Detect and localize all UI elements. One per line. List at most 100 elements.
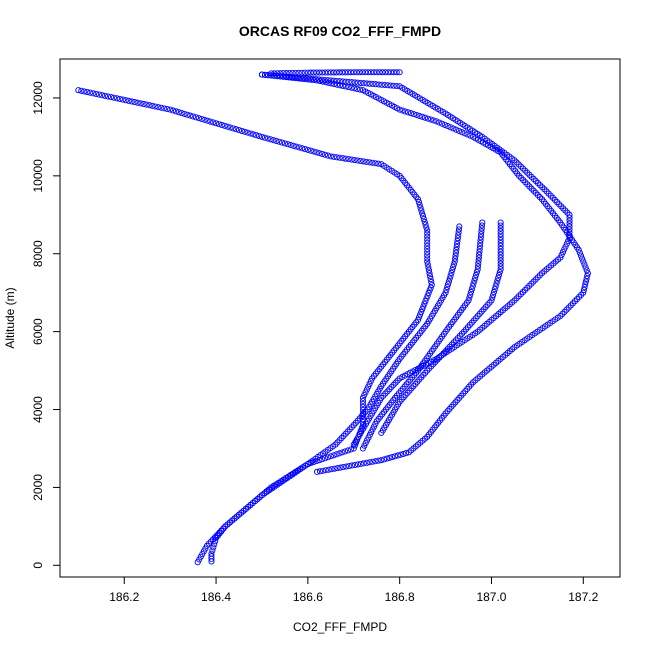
data-point [84, 88, 91, 96]
data-point [342, 448, 349, 455]
data-point [339, 78, 346, 85]
data-point [454, 235, 461, 242]
y-axis: 0 2000 4000 6000 8000 10000 12000 [31, 81, 60, 569]
data-point [331, 465, 338, 472]
data-point [387, 82, 394, 89]
data-point [497, 242, 504, 249]
data-point [277, 70, 284, 77]
data-point [390, 82, 397, 89]
data-point [319, 150, 326, 157]
data-point [349, 462, 356, 469]
data-point [427, 275, 434, 283]
data-point [497, 219, 504, 226]
data-point [316, 77, 323, 85]
data-point [369, 458, 376, 465]
data-point [286, 74, 293, 81]
data-point [495, 271, 503, 279]
data-point [131, 99, 138, 106]
data-point [267, 136, 274, 143]
data-point [417, 311, 424, 318]
data-point [319, 467, 326, 474]
data-point [289, 69, 296, 77]
data-point [559, 249, 567, 256]
data-point [418, 207, 425, 214]
data-point [471, 277, 478, 284]
data-point [422, 298, 429, 305]
data-point [366, 80, 373, 87]
data-point [495, 274, 502, 281]
data-point [453, 126, 460, 133]
data-point [375, 457, 382, 464]
data-point [489, 294, 496, 301]
data-point [212, 538, 219, 545]
data-point [280, 73, 287, 80]
data-point [208, 558, 215, 565]
data-point [424, 230, 431, 237]
data-point [350, 441, 357, 448]
data-point [287, 141, 294, 149]
data-point [378, 457, 385, 464]
data-point [453, 243, 460, 250]
data-point [424, 233, 431, 240]
data-point [369, 375, 376, 382]
data-point [446, 275, 453, 282]
data-point [256, 132, 263, 140]
data-point [209, 547, 216, 554]
data-point [584, 270, 591, 277]
data-point [276, 138, 283, 145]
data-point [479, 219, 486, 226]
data-point [455, 226, 463, 233]
data-point [464, 131, 471, 138]
data-point [310, 69, 317, 76]
data-point [566, 220, 573, 227]
data-point [290, 142, 297, 149]
data-point [354, 461, 361, 468]
data-point [363, 386, 370, 393]
data-point [453, 246, 460, 253]
data-point [427, 273, 434, 280]
data-point [324, 69, 332, 76]
data-point [357, 157, 364, 164]
data-point [357, 86, 364, 93]
data-point [328, 80, 335, 87]
data-point [342, 155, 349, 162]
data-point [277, 73, 284, 80]
data-point [476, 251, 483, 258]
data-point [90, 90, 97, 97]
data-point [293, 143, 300, 150]
data-point [140, 100, 147, 108]
y-axis-label: Altitude (m) [3, 287, 17, 348]
data-point [493, 280, 500, 287]
data-point [328, 466, 335, 473]
data-point [322, 467, 329, 474]
data-point [268, 70, 275, 77]
data-point [379, 69, 386, 76]
data-point [195, 115, 202, 122]
data-point [149, 102, 156, 109]
data-point [351, 156, 358, 164]
data-point [423, 224, 430, 231]
data-point [333, 69, 340, 76]
data-point [399, 107, 406, 114]
data-point [187, 112, 194, 119]
data-point [558, 251, 565, 258]
data-point [369, 80, 376, 88]
data-point [468, 286, 475, 293]
data-point [316, 150, 323, 157]
data-point [194, 559, 201, 566]
data-point [566, 214, 573, 221]
data-point [366, 159, 373, 166]
data-point [419, 213, 427, 220]
data-point [427, 116, 434, 123]
data-point [363, 459, 370, 466]
data-point [213, 535, 220, 542]
data-point [381, 456, 388, 463]
data-point [363, 80, 370, 87]
data-point [244, 129, 251, 136]
data-point [584, 272, 591, 280]
data-point [454, 238, 461, 245]
data-point [359, 400, 367, 407]
data-point [447, 124, 454, 131]
data-point [336, 82, 344, 89]
data-point [583, 275, 590, 282]
